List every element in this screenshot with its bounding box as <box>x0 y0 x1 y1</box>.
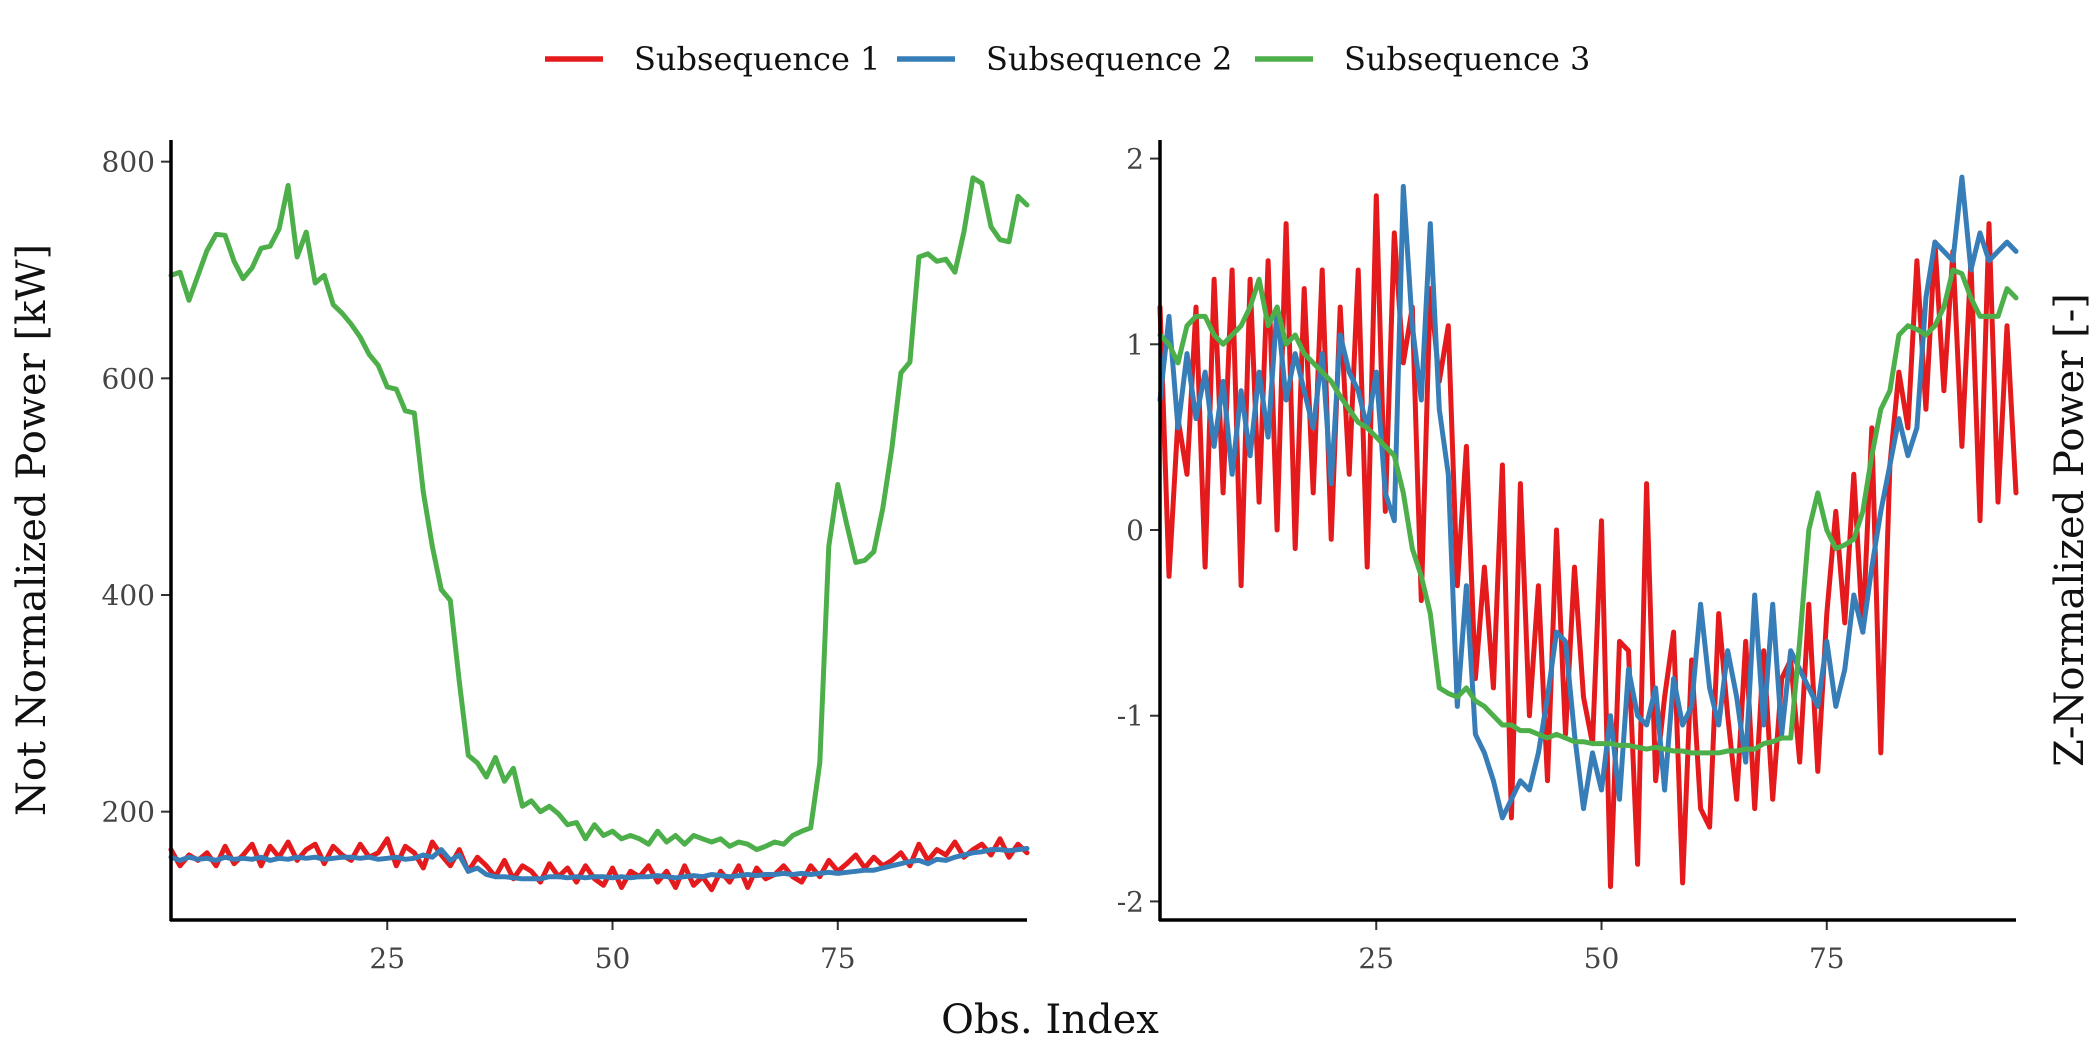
left-series-subsequence-3 <box>168 175 1030 853</box>
right-series-subsequence-3 <box>1157 267 2019 756</box>
left-panel: 200 400 600 800 25 50 75 Not Normalized Power [… <box>9 140 1030 975</box>
legend-label: Subsequence 1 <box>634 40 880 78</box>
right-y-tick-label: 1 <box>1126 328 1144 361</box>
legend: Subsequence 1 Subsequence 2 Subsequence 3 <box>545 40 1590 78</box>
left-x-tick-label: 25 <box>369 942 405 975</box>
right-x-tick-label: 25 <box>1358 942 1394 975</box>
right-y-tick-label: -2 <box>1117 885 1144 918</box>
legend-item-subsequence-2: Subsequence 2 <box>897 40 1232 78</box>
right-panel: 2 1 0 -1 -2 25 50 75 Z-Normalized Power [-] <box>1117 140 2093 975</box>
right-x-tick-label: 75 <box>1809 942 1845 975</box>
right-series-subsequence-1 <box>1157 193 2019 890</box>
left-y-tick-label: 600 <box>102 362 155 395</box>
left-y-tick-label: 200 <box>102 796 155 829</box>
right-y-tick-label: 2 <box>1126 143 1144 176</box>
legend-item-subsequence-1: Subsequence 1 <box>545 40 880 78</box>
legend-label: Subsequence 2 <box>986 40 1232 78</box>
left-y-axis-title: Not Normalized Power [kW] <box>9 244 55 816</box>
right-y-tick-label: -1 <box>1117 700 1144 733</box>
right-x-tick-label: 50 <box>1584 942 1620 975</box>
right-y-tick-label: 0 <box>1126 514 1144 547</box>
left-y-tick-label: 800 <box>102 146 155 179</box>
left-series-subsequence-2 <box>168 846 1030 882</box>
legend-item-subsequence-3: Subsequence 3 <box>1255 40 1590 78</box>
left-series-subsequence-1 <box>168 836 1030 893</box>
right-y-axis-title: Z-Normalized Power [-] <box>2047 293 2093 767</box>
left-x-tick-label: 75 <box>820 942 856 975</box>
left-x-tick-label: 50 <box>595 942 631 975</box>
legend-label: Subsequence 3 <box>1344 40 1590 78</box>
right-series-subsequence-2 <box>1157 174 2019 821</box>
left-y-tick-label: 400 <box>102 579 155 612</box>
x-axis-title: Obs. Index <box>941 997 1159 1043</box>
